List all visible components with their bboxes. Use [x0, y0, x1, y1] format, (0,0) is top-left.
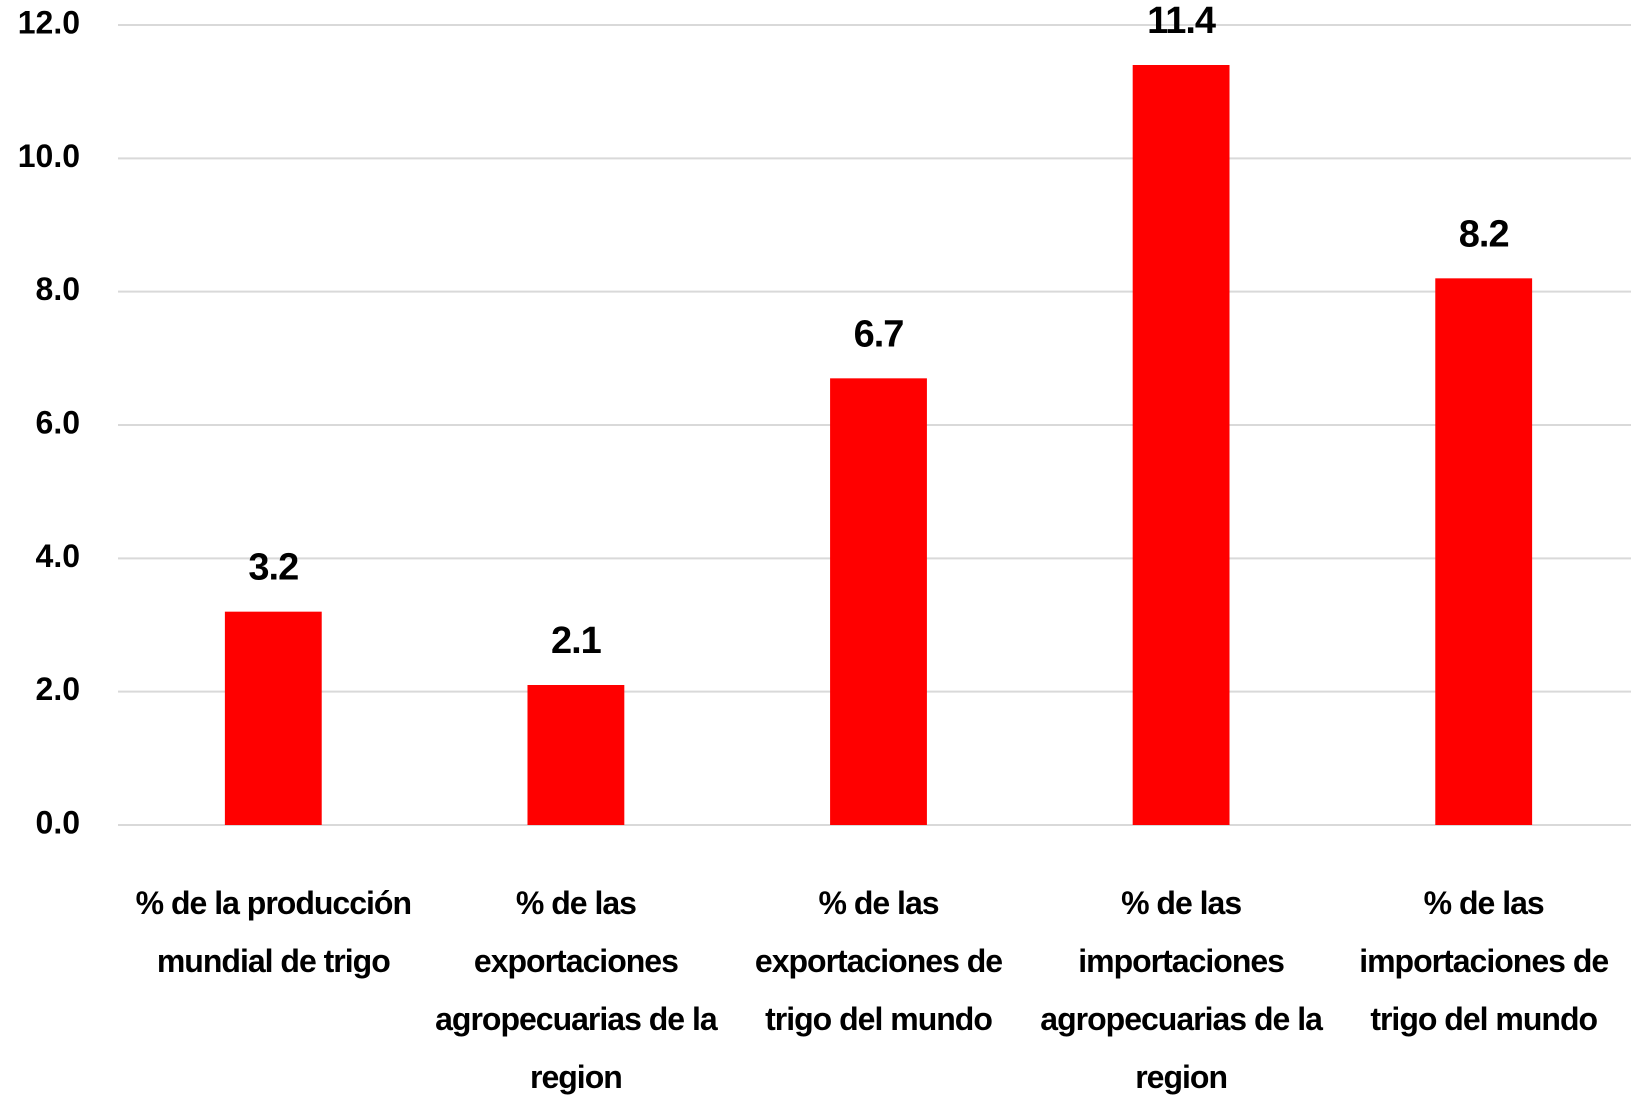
- x-tick-label: % de las exportaciones de trigo del mund…: [754, 885, 1003, 1037]
- x-tick-label: % de la producción mundial de trigo: [135, 885, 412, 979]
- y-tick-label: 8.0: [36, 271, 80, 307]
- x-tick-label: % de las exportaciones agropecuarias de …: [435, 885, 718, 1095]
- bar: [1132, 65, 1230, 825]
- value-label: 3.2: [248, 547, 298, 589]
- value-label: 2.1: [551, 620, 602, 662]
- y-tick-label: 6.0: [36, 404, 80, 440]
- bar: [830, 378, 927, 825]
- y-tick-label: 2.0: [36, 671, 80, 707]
- value-label: 6.7: [854, 313, 904, 355]
- bar: [527, 685, 625, 825]
- y-tick-label: 0.0: [36, 804, 80, 840]
- value-label: 11.4: [1147, 0, 1216, 42]
- value-label: 8.2: [1459, 213, 1509, 255]
- bar: [1435, 278, 1533, 825]
- y-tick-label: 12.0: [18, 4, 80, 40]
- bar: [224, 611, 322, 825]
- x-tick-label: % de las importaciones de trigo del mund…: [1359, 885, 1609, 1037]
- y-tick-label: 10.0: [18, 138, 80, 174]
- x-tick-label: % de las importaciones agropecuarias de …: [1040, 885, 1323, 1095]
- y-tick-label: 4.0: [36, 538, 80, 574]
